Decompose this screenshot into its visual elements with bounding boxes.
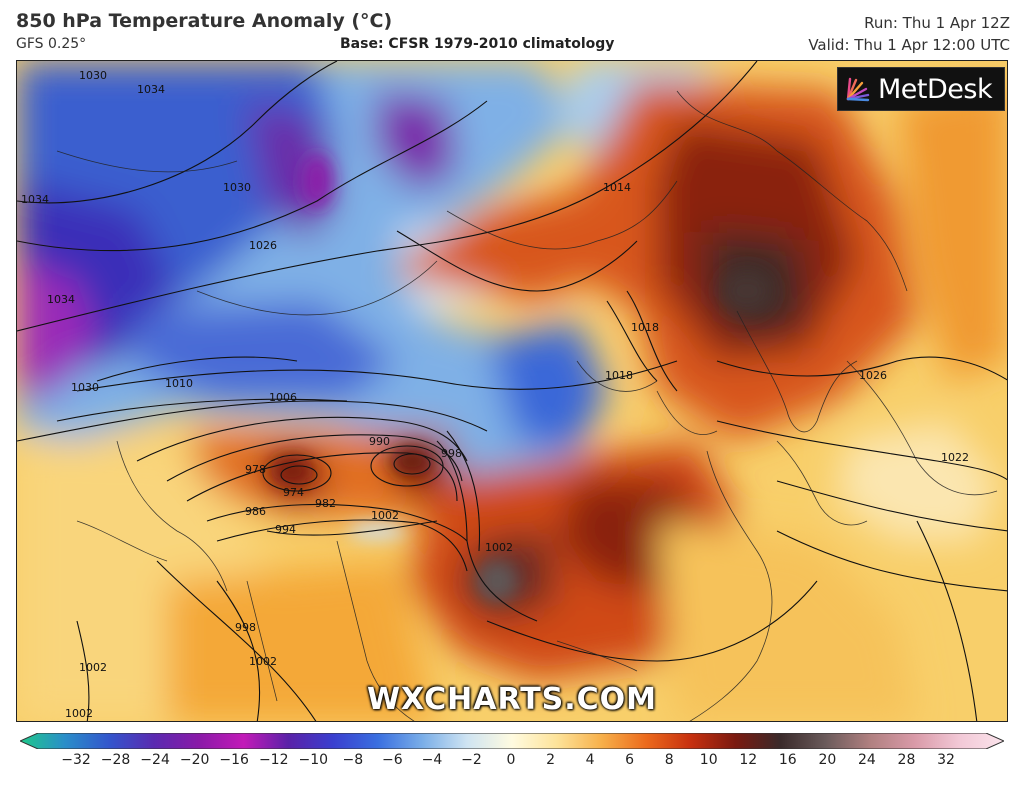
- valid-time-label: Valid: Thu 1 Apr 12:00 UTC: [808, 36, 1010, 54]
- chart-title: 850 hPa Temperature Anomaly (°C): [16, 10, 393, 32]
- colorbar-tick-label: 24: [857, 752, 876, 768]
- isobar-label: 994: [275, 523, 296, 536]
- colorbar-ticks: −32 −28 −24 −20 −16 −12 −10 −8 −6 −4 −2 0 2 4 6 8 10 12 16…: [0, 752, 1024, 772]
- isobar-label: 1006: [269, 391, 297, 404]
- anomaly-map: 1030 1034 1034 1030 1026 1034 1030 1010 …: [16, 60, 1008, 722]
- isobar-label: 1018: [631, 321, 659, 334]
- colorbar-tick-label: −12: [258, 752, 289, 768]
- isobar-label: 982: [315, 497, 336, 510]
- isobar-label: 1002: [485, 541, 513, 554]
- watermark: WXCHARTS.COM: [366, 682, 658, 717]
- isobar-label: 1026: [859, 369, 887, 382]
- isobar-label: 1026: [249, 239, 277, 252]
- colorbar-tick-label: −24: [140, 752, 170, 768]
- colorbar-tick-label: 10: [699, 752, 718, 768]
- colorbar-tick-label: −6: [382, 752, 403, 768]
- isobar-label: 1030: [223, 181, 251, 194]
- colorbar-tick-label: 2: [546, 752, 555, 768]
- isobar-label: 974: [283, 486, 304, 499]
- colorbar-tick-label: −16: [219, 752, 249, 768]
- isobar-label: 1002: [249, 655, 277, 668]
- isobar-label: 998: [235, 621, 256, 634]
- colorbar-tick-label: −20: [179, 752, 210, 768]
- colorbar-tick-label: 32: [937, 752, 955, 768]
- anomaly-field: 1030 1034 1034 1030 1026 1034 1030 1010 …: [17, 61, 1007, 721]
- isobar-label: 1018: [605, 369, 633, 382]
- colorbar: [20, 733, 1004, 749]
- colorbar-tick-label: 6: [625, 752, 635, 768]
- base-climatology-label: Base: CFSR 1979-2010 climatology: [340, 36, 615, 52]
- isobar-label: 1022: [941, 451, 969, 464]
- colorbar-tick-label: 28: [897, 752, 916, 768]
- logo-text: MetDesk: [878, 73, 993, 105]
- isobar-label: 1014: [603, 181, 631, 194]
- isobar-label: 990: [369, 435, 390, 448]
- isobar-label: 1002: [65, 707, 93, 720]
- isobar-label: 978: [245, 463, 266, 476]
- isobar-label: 1034: [47, 293, 75, 306]
- colorbar-tick-label: −10: [298, 752, 329, 768]
- colorbar-tick-label: −4: [421, 752, 443, 768]
- isobar-label: 986: [245, 505, 266, 518]
- isobar-label: 998: [441, 447, 462, 460]
- isobar-label: 1034: [137, 83, 165, 96]
- colorbar-tick-label: −28: [100, 752, 131, 768]
- colorbar-tick-label: 8: [664, 752, 674, 768]
- isobars: [17, 61, 1007, 721]
- colorbar-tick-label: 0: [506, 752, 516, 768]
- isobar-label: 1010: [165, 377, 193, 390]
- isobar-label: 1030: [71, 381, 99, 394]
- colorbar-tick-label: 20: [818, 752, 837, 768]
- colorbar-tick-label: −32: [61, 752, 91, 768]
- model-label: GFS 0.25°: [16, 36, 87, 52]
- colorbar-tick-label: −8: [342, 752, 364, 768]
- metdesk-logo: MetDesk: [837, 67, 1005, 111]
- isobar-label: 1030: [79, 69, 107, 82]
- colorbar-tick-label: 4: [585, 752, 595, 768]
- isobar-label: 1034: [21, 193, 49, 206]
- isobar-labels: 1030 1034 1034 1030 1026 1034 1030 1010 …: [21, 69, 969, 720]
- colorbar-tick-label: −2: [461, 752, 482, 768]
- colorbar-tick-label: 12: [739, 752, 758, 768]
- isobar-label: 1002: [79, 661, 107, 674]
- coastlines: [56, 90, 998, 721]
- colorbar-tick-label: 16: [778, 752, 797, 768]
- metdesk-burst-icon: [846, 77, 870, 102]
- isobar-label: 1002: [371, 509, 399, 522]
- run-time-label: Run: Thu 1 Apr 12Z: [864, 14, 1010, 32]
